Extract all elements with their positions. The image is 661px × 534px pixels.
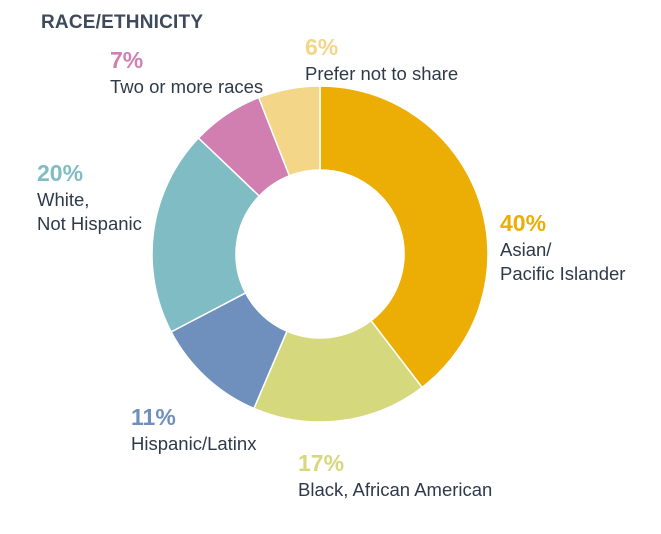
category-label-two-or-more-races: Two or more races — [110, 76, 264, 97]
category-label-hispanic-latinx: Hispanic/Latinx — [131, 433, 257, 454]
category-label-black-african-american: Black, African American — [298, 479, 493, 500]
label-prefer-not-to-share: 6% Prefer not to share — [305, 36, 458, 86]
label-black-african-american: 17% Black, African American — [298, 452, 492, 502]
data-label-white-not-hispanic: 20% — [37, 160, 84, 186]
data-label-prefer-not-to-share: 6% — [305, 34, 339, 60]
slice-black-african-american — [252, 319, 424, 423]
label-asian-pacific-islander: 40% Asian/Pacific Islander — [500, 212, 625, 286]
category-label-white-not-hispanic: White, Not Hispanic — [37, 189, 142, 234]
slice-asian-pacific-islander — [319, 85, 489, 389]
data-label-asian-pacific-islander: 40% — [500, 210, 547, 236]
slice-white-not-hispanic — [151, 136, 261, 333]
data-label-hispanic-latinx: 11% — [131, 404, 176, 430]
label-white-not-hispanic: 20% White, Not Hispanic — [37, 162, 142, 236]
slice-prefer-not-to-share — [257, 85, 321, 177]
category-label-asian-pacific-islander: Asian/Pacific Islander — [500, 239, 626, 284]
category-label-prefer-not-to-share: Prefer not to share — [305, 63, 459, 84]
chart-title: RACE/ETHNICITY — [41, 12, 204, 33]
data-label-two-or-more-races: 7% — [110, 47, 144, 73]
data-label-black-african-american: 17% — [298, 450, 345, 476]
label-hispanic-latinx: 11% Hispanic/Latinx — [131, 406, 256, 456]
label-two-or-more-races: 7% Two or more races — [110, 49, 263, 99]
